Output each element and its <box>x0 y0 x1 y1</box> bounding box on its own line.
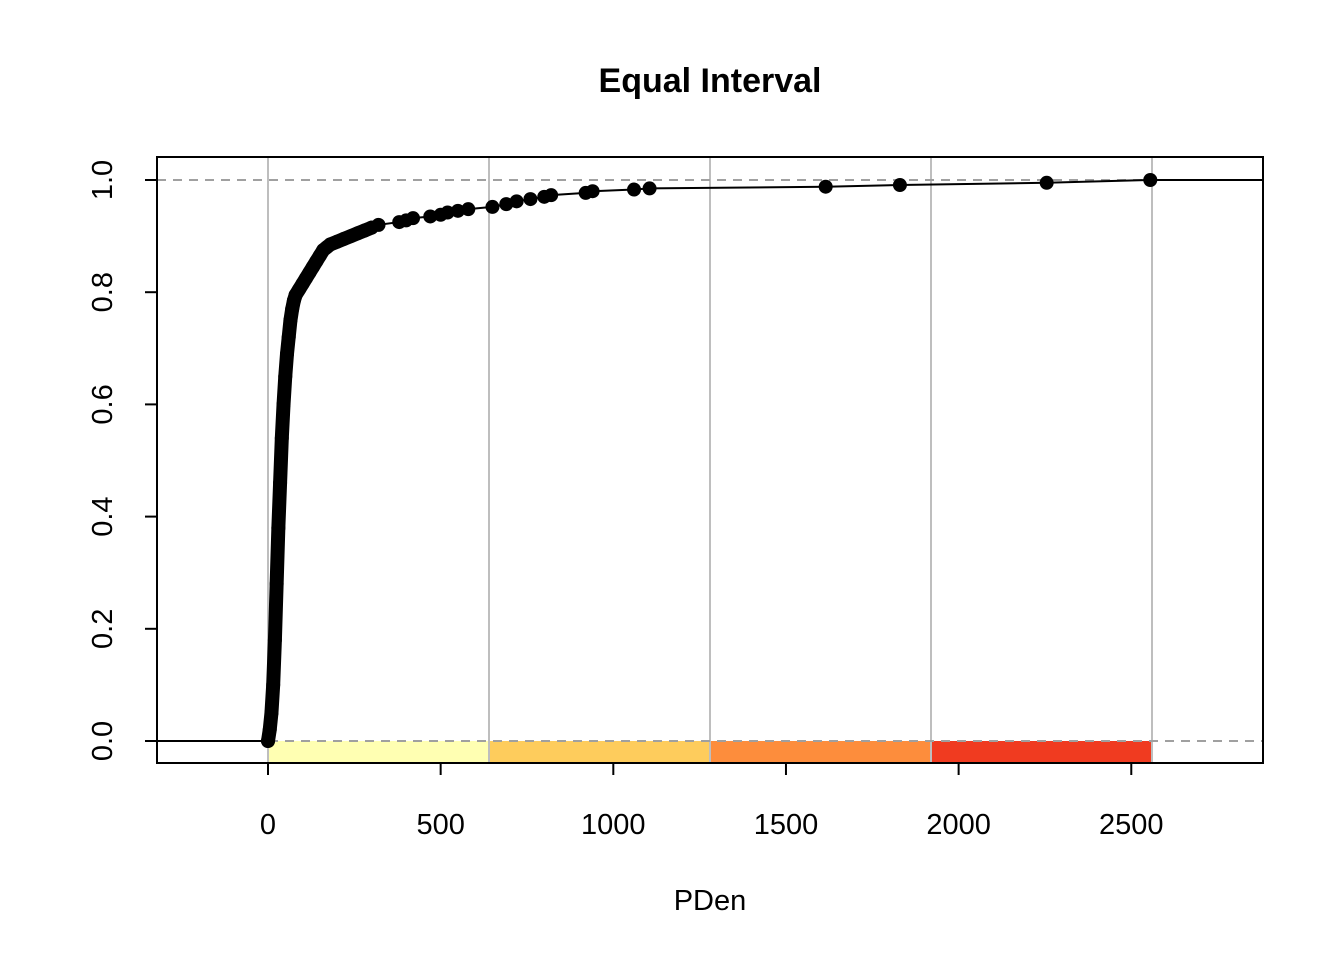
chart-title: Equal Interval <box>599 62 822 100</box>
data-point <box>274 431 289 446</box>
data-point <box>273 475 288 490</box>
data-point <box>261 734 275 748</box>
y-tick-label: 0.6 <box>87 384 119 424</box>
data-point <box>279 346 294 361</box>
data-point <box>485 199 500 214</box>
data-point <box>371 217 386 232</box>
data-point <box>423 209 438 224</box>
data-point <box>267 633 282 648</box>
x-tick-label: 2500 <box>1099 809 1164 841</box>
data-point <box>642 181 657 196</box>
x-tick-label: 0 <box>260 809 276 841</box>
data-point <box>1143 173 1158 187</box>
data-point <box>264 705 279 720</box>
data-point <box>276 397 291 412</box>
class-bar-2 <box>489 741 710 763</box>
plot-area: 0 500 1000 1500 2000 2500 0.0 0.2 0.4 0.6 0.8 1.0 <box>87 156 1264 841</box>
x-tick-label: 1000 <box>581 809 646 841</box>
x-axis-label: PDen <box>674 885 747 917</box>
data-point <box>266 677 281 692</box>
x-tick-label: 500 <box>416 809 464 841</box>
data-point <box>406 211 421 226</box>
data-point <box>283 313 298 328</box>
y-tick-label: 0.4 <box>87 496 119 536</box>
data-point <box>544 188 559 203</box>
y-tick-label: 0.8 <box>87 272 119 312</box>
class-bar-1 <box>268 741 489 763</box>
data-point <box>892 178 907 193</box>
y-tick-label: 0.2 <box>87 609 119 649</box>
y-tick-label: 0.0 <box>87 721 119 761</box>
class-bar-4 <box>931 741 1152 763</box>
data-point <box>1039 175 1054 190</box>
x-tick-label: 1500 <box>754 809 819 841</box>
data-point <box>585 184 600 199</box>
data-point <box>269 576 284 591</box>
data-point <box>509 194 524 209</box>
x-tick-label: 2000 <box>926 809 991 841</box>
data-point <box>818 179 833 194</box>
class-bar-3 <box>710 741 931 763</box>
data-point <box>271 520 286 535</box>
data-point <box>281 330 296 345</box>
data-point <box>450 203 465 218</box>
data-point <box>523 192 538 207</box>
y-tick-label: 1.0 <box>87 160 119 200</box>
data-point <box>262 722 277 737</box>
data-point <box>627 182 642 197</box>
data-point <box>440 205 455 220</box>
data-point <box>461 202 476 217</box>
data-point <box>278 369 293 384</box>
